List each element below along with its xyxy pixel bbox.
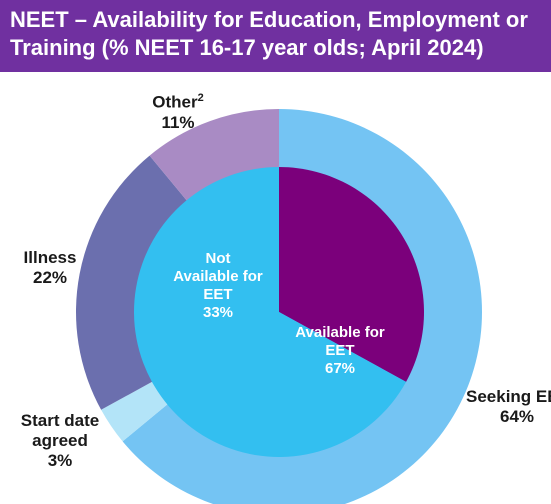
inner-pie xyxy=(133,167,424,457)
label-start-line1: Start date xyxy=(20,411,100,430)
label-avail-pct: 67% xyxy=(324,360,356,377)
label-other: Other2 11% xyxy=(133,88,223,133)
chart-title: NEET – Availability for Education, Emplo… xyxy=(0,0,551,72)
inner-slice-available-for-eet xyxy=(133,167,407,457)
donut-chart xyxy=(75,109,482,504)
label-other-name: Other xyxy=(152,92,198,112)
label-other-footnote: 2 xyxy=(197,92,204,104)
label-not-line3: EET xyxy=(203,286,233,303)
label-illness-pct: 22% xyxy=(32,268,68,287)
label-not-line1: Not xyxy=(205,250,231,267)
label-not-line2: Available for xyxy=(173,268,263,285)
label-other-pct: 11% xyxy=(161,112,195,132)
title-line-2: Training (% NEET 16-17 year olds; April … xyxy=(10,35,484,60)
label-seeking-pct: 64% xyxy=(500,407,535,426)
label-start-date: Start date agreed 3% xyxy=(5,411,115,471)
title-line-1: NEET – Availability for Education, Emplo… xyxy=(10,7,528,32)
label-illness-name: Illness xyxy=(23,248,77,267)
label-seeking: Seeking EET 64% xyxy=(466,387,551,427)
label-available: Available for EET 67% xyxy=(280,324,400,378)
label-not-available: Not Available for EET 33% xyxy=(158,250,278,322)
inner-slice-not-available-for-eet xyxy=(279,167,424,382)
label-start-line2: agreed xyxy=(32,431,88,450)
label-start-pct: 3% xyxy=(47,451,73,470)
label-seeking-name: Seeking EET xyxy=(466,387,551,406)
label-illness: Illness 22% xyxy=(5,248,95,288)
label-not-pct: 33% xyxy=(202,304,234,321)
label-avail-line2: EET xyxy=(325,342,355,359)
label-avail-line1: Available for xyxy=(295,324,385,341)
